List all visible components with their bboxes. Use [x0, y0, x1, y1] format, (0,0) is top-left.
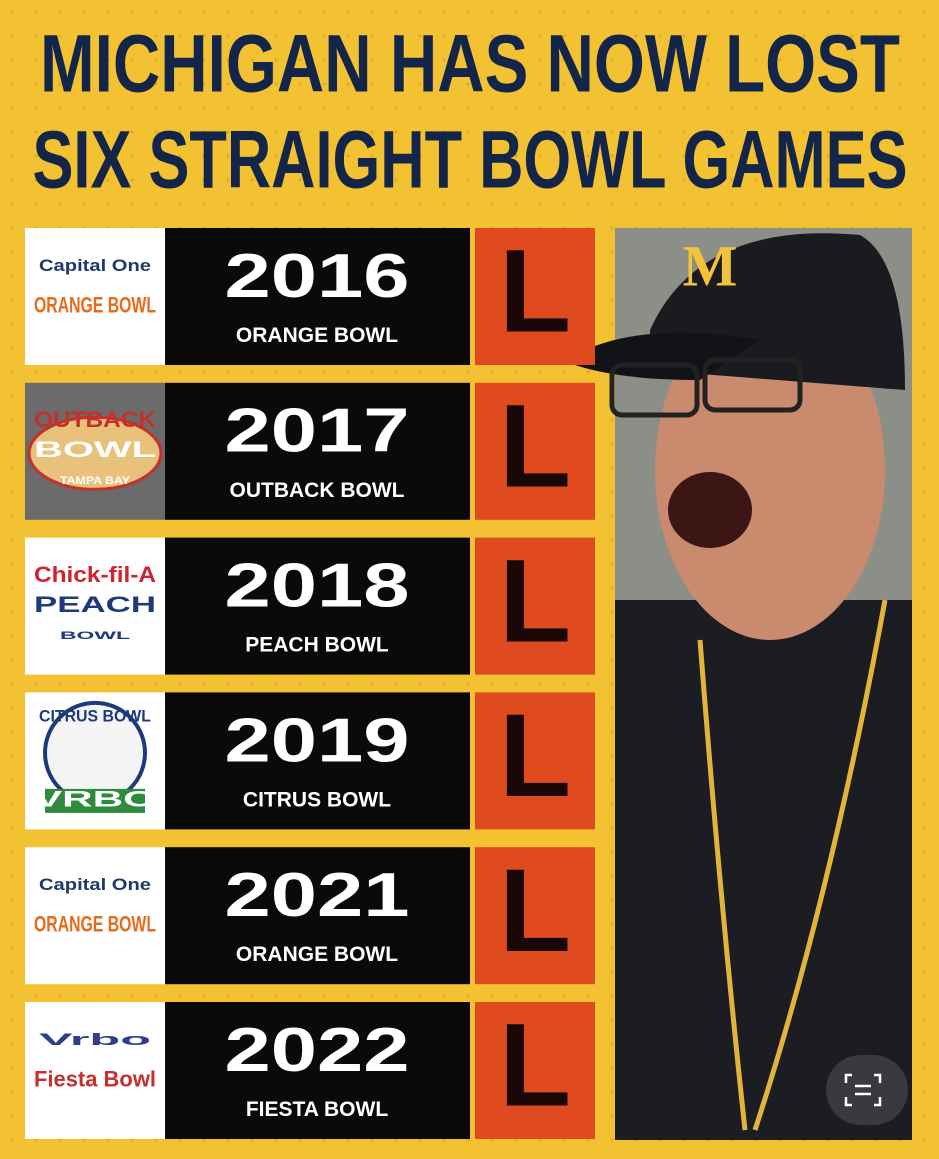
result: L [499, 845, 571, 977]
logo-text: CITRUS BOWL [39, 706, 151, 725]
coach-photo: M [575, 228, 912, 1140]
result-box [475, 1002, 595, 1139]
logo-text: ORANGE BOWL [34, 292, 156, 317]
logo-box [25, 847, 165, 985]
title-line: MICHIGAN HAS NOW LOST [40, 19, 900, 110]
bowl-name: ORANGE BOWL [236, 324, 398, 347]
rows: Capital One ORANGE BOWL 2016 ORANGE BOWL L OU… [25, 226, 595, 1139]
year-box [165, 692, 470, 830]
bowl-name: PEACH BOWL [245, 634, 389, 657]
photo-glasses [609, 362, 700, 418]
logo-text: Fiesta Bowl [34, 1066, 156, 1091]
logo-box [25, 228, 165, 365]
logo-text: Chick-fil-A [34, 562, 156, 587]
year-box [165, 537, 470, 675]
result-box [475, 228, 595, 365]
logo-shape [27, 415, 163, 491]
logo-text: TAMPA BAY [60, 475, 131, 487]
result: L [499, 226, 571, 358]
year-box [165, 1002, 470, 1139]
result-box [475, 537, 595, 675]
bowl-name: CITRUS BOWL [243, 788, 391, 811]
year: 2017 [225, 397, 410, 466]
result: L [499, 535, 571, 667]
year: 2019 [225, 706, 410, 775]
photo-mouth [668, 472, 752, 548]
scan-icon [844, 1073, 882, 1107]
result-box [475, 692, 595, 830]
year: 2018 [225, 551, 410, 620]
photo-cap-brim [575, 332, 760, 380]
photo-glasses [702, 357, 803, 413]
year: 2022 [225, 1016, 410, 1085]
result-box [475, 382, 595, 520]
bowl-name: ORANGE BOWL [236, 943, 398, 966]
result: L [499, 1000, 571, 1132]
logo-box [25, 537, 165, 675]
cap-logo: M [683, 233, 738, 298]
result-box [475, 847, 595, 985]
bowl-name: OUTBACK BOWL [230, 479, 405, 502]
logo-text: Capital One [39, 256, 151, 275]
photo-lanyard [697, 599, 888, 1131]
scan-button[interactable] [826, 1055, 908, 1125]
photo-shirt [615, 600, 912, 1140]
result: L [499, 690, 571, 822]
year: 2016 [225, 242, 410, 311]
year: 2021 [225, 861, 410, 930]
title-line: SIX STRAIGHT BOWL GAMES [33, 115, 908, 206]
logo-text: Vrbo [39, 1030, 151, 1049]
year-box [165, 228, 470, 365]
logo-box [25, 1002, 165, 1139]
year-box [165, 382, 470, 520]
photo-face [655, 300, 885, 640]
logo-text: PEACH [34, 592, 156, 617]
logo-text: ORANGE BOWL [34, 912, 156, 937]
logo-text: OUTBACK [34, 407, 156, 432]
logo-shape [45, 788, 145, 813]
bowl-name: FIESTA BOWL [246, 1098, 388, 1121]
logo-text: VRBO [34, 787, 156, 812]
logo-text: BOWL [34, 437, 156, 462]
year-box [165, 847, 470, 985]
logo-text: Capital One [39, 875, 151, 894]
result: L [499, 380, 571, 512]
logo-text: BOWL [60, 630, 131, 642]
